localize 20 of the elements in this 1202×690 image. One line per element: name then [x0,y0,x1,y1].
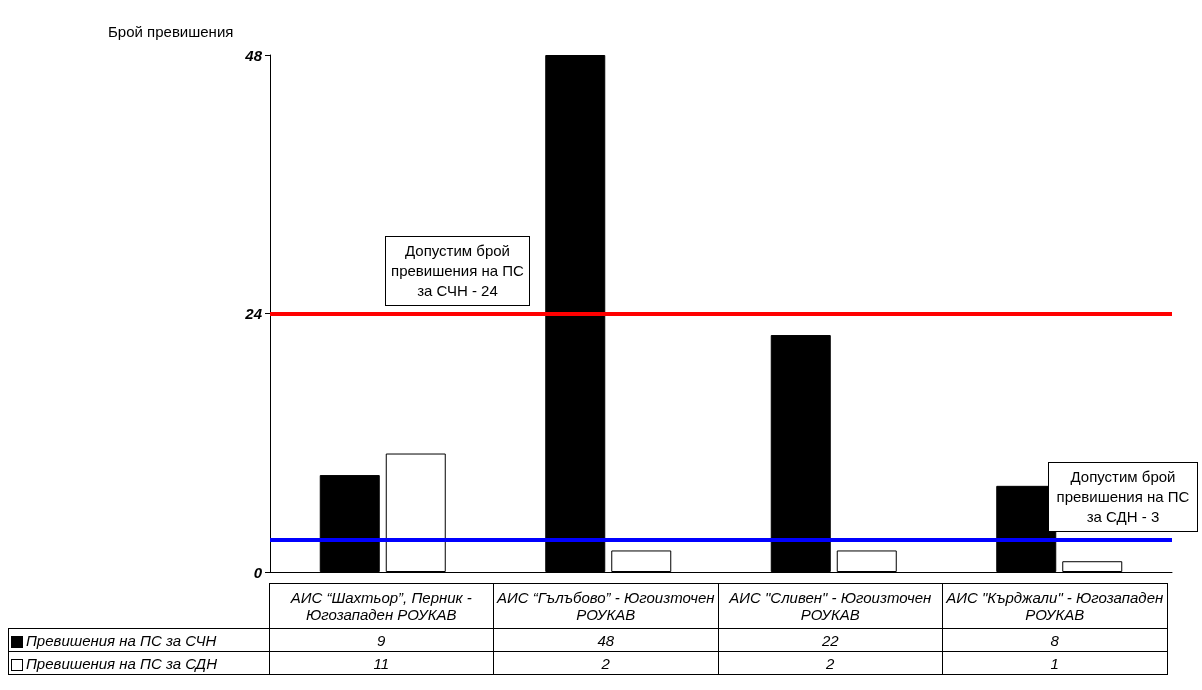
legend-label: Превишения на ПС за СЧН [8,628,269,652]
legend-label: Превишения на ПС за СДН [8,651,269,675]
y-tick-label: 0 [253,563,263,581]
data-label: 2 [493,651,718,675]
data-label: 1 [942,651,1167,675]
data-label: 11 [269,651,494,675]
data-label: 2 [718,651,943,675]
data-label: 9 [269,628,494,652]
data-label: 22 [718,628,943,652]
x-tick-label: АИС "Сливен" - Югоизточен РОУКАВ [718,583,943,629]
x-tick-label: АИС "Кърджали" - Югозападен РОУКАВ [942,583,1167,629]
ref-line-label: Допустим брой превишения на ПС за СДН - 3 [1048,461,1198,532]
y-axis-title: Брой превишения [108,22,235,42]
ref-line-label: Допустим брой превишения на ПС за СЧН - 24 [385,235,530,306]
y-tick-label: 24 [244,305,263,322]
x-tick-label: АИС “Гълъбово” - Югоизточен РОУКАВ [493,583,718,629]
y-tick-label: 48 [244,46,263,64]
data-label: 48 [493,628,718,652]
data-label: 8 [942,628,1167,652]
x-tick-label: АИС “Шахтьор”, Перник - Югозападен РОУКАВ [269,583,494,629]
